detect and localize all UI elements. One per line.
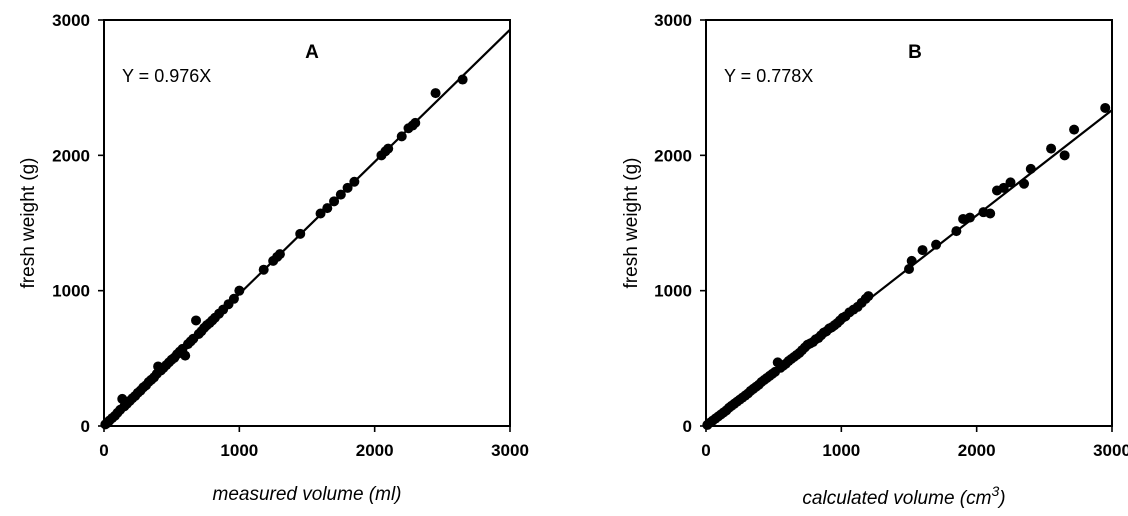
x-axis-label: measured volume (ml) — [213, 484, 402, 505]
data-point — [191, 315, 202, 326]
y-tick-label: 2000 — [52, 146, 90, 165]
y-tick-label: 1000 — [52, 282, 90, 301]
x-tick-label: 0 — [99, 441, 108, 460]
x-tick-label: 1000 — [220, 441, 258, 460]
plot-frame — [705, 19, 1113, 427]
regression-equation: Y = 0.778X — [724, 66, 813, 86]
data-point — [998, 182, 1009, 193]
y-axis-label: fresh weight (g) — [18, 158, 39, 289]
y-tick-label: 1000 — [654, 282, 692, 301]
x-axis-label-end: ) — [997, 488, 1005, 509]
x-tick-label: 2000 — [356, 441, 394, 460]
x-tick-label: 0 — [701, 441, 710, 460]
data-point — [1046, 143, 1057, 154]
data-point — [1059, 150, 1070, 161]
x-tick-label: 3000 — [1093, 441, 1128, 460]
data-point — [1069, 124, 1080, 135]
data-point — [234, 285, 245, 296]
data-point — [917, 245, 928, 256]
fit-line — [705, 109, 1113, 427]
x-axis-label: calculated volume (cm3) — [802, 483, 1005, 509]
data-point — [1005, 177, 1016, 188]
x-tick-label: 1000 — [822, 441, 860, 460]
x-axis-label-superscript: 3 — [991, 483, 999, 499]
x-tick-label: 3000 — [491, 441, 529, 460]
data-point — [931, 239, 942, 250]
y-tick-label: 3000 — [654, 11, 692, 30]
regression-equation: Y = 0.976X — [122, 66, 211, 86]
x-tick-label: 2000 — [958, 441, 996, 460]
plot-frame — [103, 19, 511, 427]
panel-label: A — [305, 42, 319, 63]
y-tick-label: 0 — [81, 417, 90, 436]
y-tick-label: 0 — [683, 417, 692, 436]
data-point — [180, 350, 191, 361]
y-tick-label: 3000 — [52, 11, 90, 30]
axis-ticks: 0 1000 2000 3000 0 1000 2000 3000 — [52, 11, 529, 460]
data-point — [430, 88, 441, 99]
axis-ticks: 0 1000 2000 3000 0 1000 2000 3000 — [654, 11, 1128, 460]
fit-line — [103, 28, 511, 427]
data-point — [985, 208, 996, 219]
y-tick-label: 2000 — [654, 146, 692, 165]
y-axis-label: fresh weight (g) — [621, 158, 642, 289]
x-axis-label-main: calculated volume (cm — [802, 488, 991, 509]
panel-label: B — [908, 42, 922, 63]
data-point — [1100, 102, 1111, 113]
